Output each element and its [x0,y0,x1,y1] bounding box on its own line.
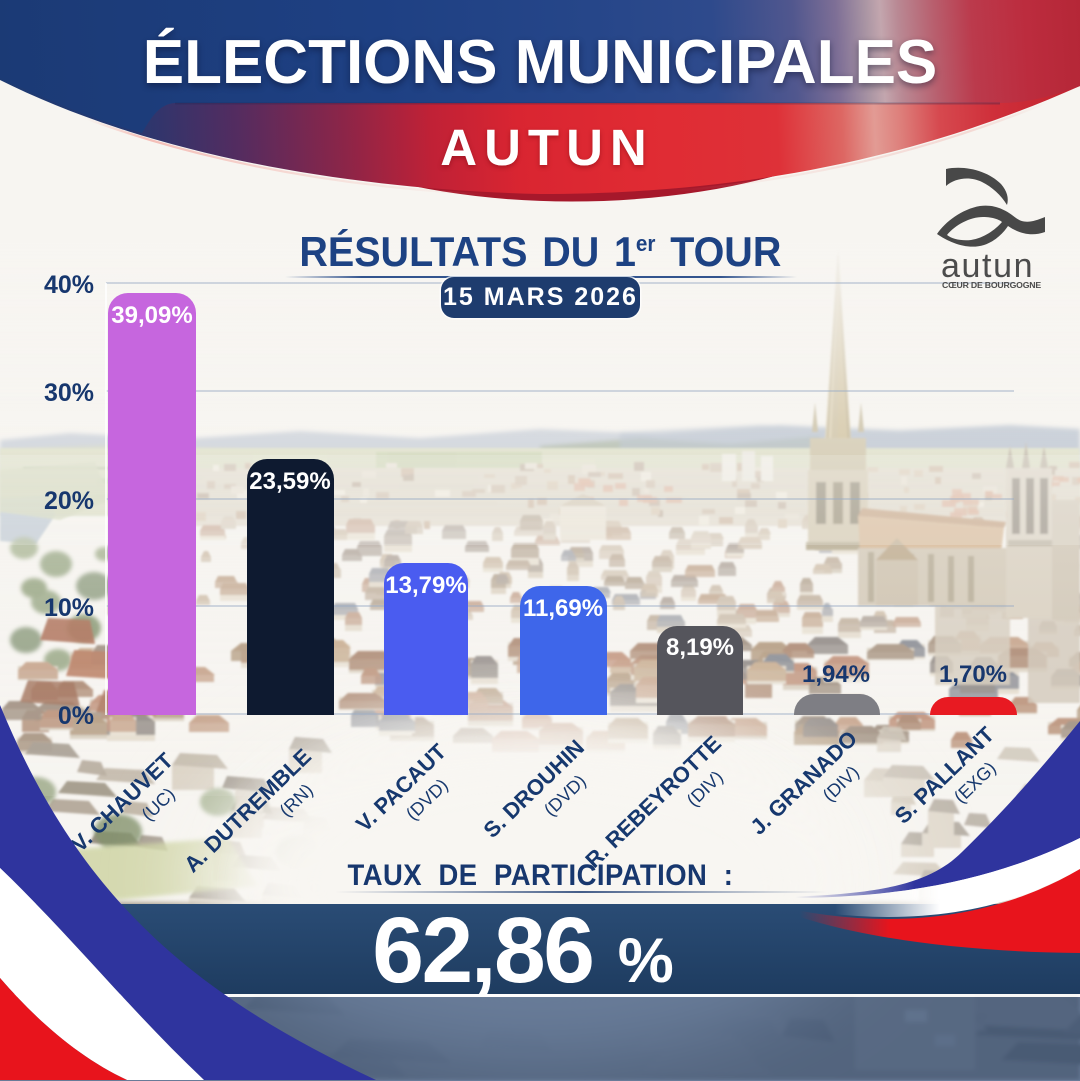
svg-text:CŒUR DE BOURGOGNE: CŒUR DE BOURGOGNE [942,280,1041,290]
svg-text:autun: autun [941,247,1034,285]
